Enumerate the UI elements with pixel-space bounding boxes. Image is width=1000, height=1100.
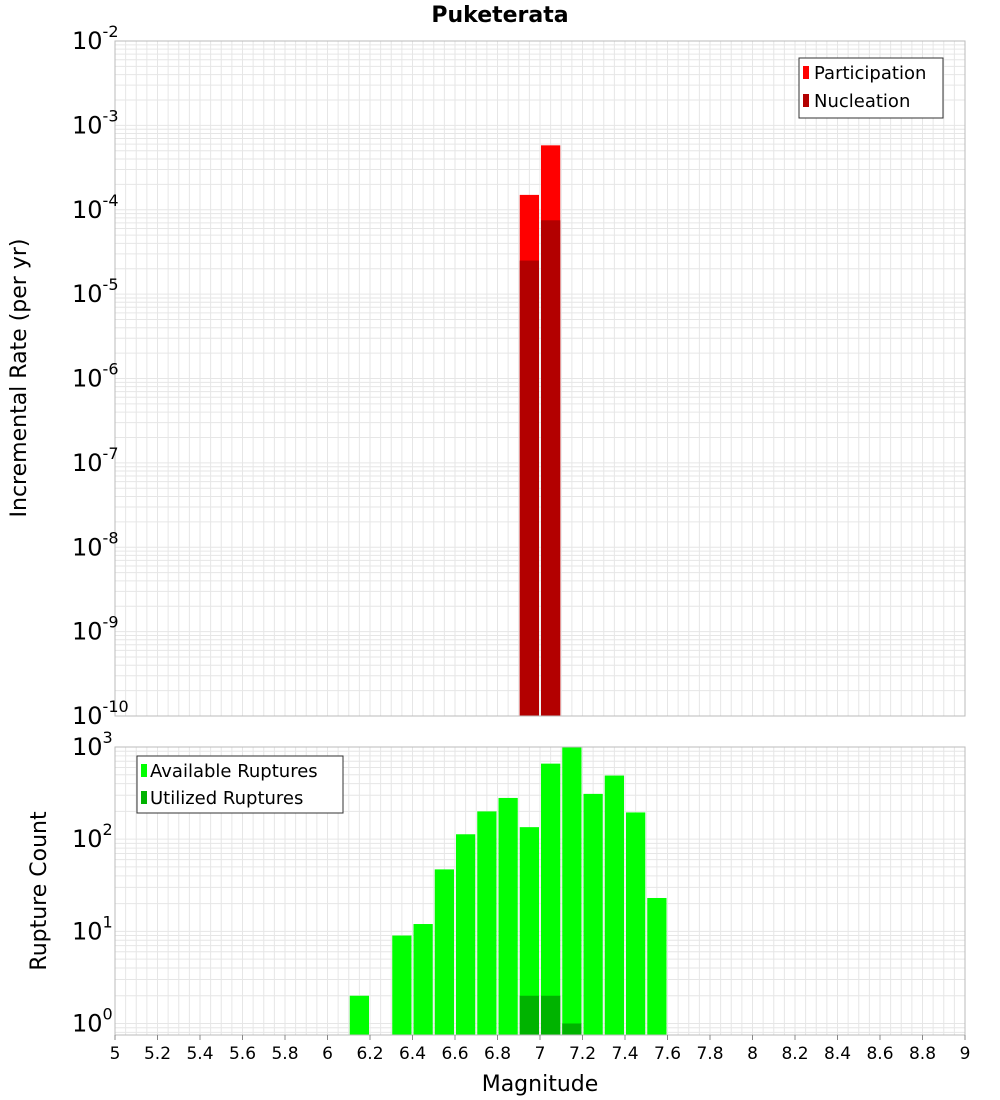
count-legend: Available Ruptures Utilized Ruptures xyxy=(136,755,344,814)
magnitude-x-tick-label: 7.8 xyxy=(696,1044,723,1064)
count-bar-available-ruptures xyxy=(583,793,603,1035)
count-bar-utilized-ruptures xyxy=(562,1023,582,1035)
magnitude-x-tick-label: 8.8 xyxy=(909,1044,936,1064)
participation-legend-swatch xyxy=(803,66,809,79)
magnitude-x-tick-label: 7.6 xyxy=(654,1044,681,1064)
magnitude-x-tick-label: 8.4 xyxy=(824,1044,851,1064)
count-y-tick-label: 102 xyxy=(72,820,113,853)
rate-y-tick-label: 10-4 xyxy=(72,191,119,224)
rate-y-axis-label: Incremental Rate (per yr) xyxy=(7,239,32,518)
magnitude-x-axis-label: Magnitude xyxy=(482,1072,599,1097)
rate-legend-box xyxy=(798,57,944,119)
count-bar-available-ruptures xyxy=(604,775,624,1035)
rate-y-tick-label: 10-8 xyxy=(72,528,119,561)
count-y-axis-label: Rupture Count xyxy=(27,811,52,971)
utilized-legend-label: Utilized Ruptures xyxy=(150,788,303,809)
magnitude-x-tick-label: 7.2 xyxy=(569,1044,596,1064)
rate-y-ticks: 10-2 10-3 10-4 10-5 10-6 10-7 10-8 10-9 10-10 xyxy=(72,22,129,730)
count-y-ticks: 103 102 101 100 xyxy=(72,728,113,1037)
nucleation-legend-label: Nucleation xyxy=(814,91,910,112)
count-bar-available-ruptures xyxy=(626,812,646,1035)
rate-y-tick-label: 10-2 xyxy=(72,22,119,55)
rate-bar-nucleation xyxy=(519,260,539,716)
rate-bar-nucleation xyxy=(541,220,561,717)
count-bar-utilized-ruptures xyxy=(519,995,539,1035)
count-bar-available-ruptures xyxy=(392,935,412,1035)
magnitude-x-tick-label: 7.4 xyxy=(611,1044,638,1064)
count-bar-available-ruptures xyxy=(519,827,539,1035)
count-bars xyxy=(349,747,667,1035)
count-bar-available-ruptures xyxy=(477,811,497,1035)
count-bar-available-ruptures xyxy=(562,747,582,1035)
count-bar-available-ruptures xyxy=(647,897,667,1035)
magnitude-x-tick-label: 5.4 xyxy=(186,1044,213,1064)
rate-y-tick-label: 10-6 xyxy=(72,360,119,393)
magnitude-x-tick-label: 5 xyxy=(110,1044,121,1064)
magnitude-x-tick-label: 7 xyxy=(535,1044,546,1064)
rate-y-tick-label: 10-10 xyxy=(72,697,129,730)
rate-y-tick-label: 10-5 xyxy=(72,275,119,308)
participation-legend-label: Participation xyxy=(814,63,926,84)
count-bar-available-ruptures xyxy=(456,834,476,1035)
magnitude-x-tick-label: 6 xyxy=(322,1044,333,1064)
magnitude-x-tick-label: 5.2 xyxy=(144,1044,171,1064)
count-y-tick-label: 103 xyxy=(72,728,113,761)
magnitude-x-tick-label: 8 xyxy=(747,1044,758,1064)
rate-y-tick-label: 10-3 xyxy=(72,106,119,139)
rate-panel: 10-2 10-3 10-4 10-5 10-6 10-7 10-8 10-9 10-10 In… xyxy=(7,22,966,730)
utilized-legend-swatch xyxy=(141,791,147,804)
magnitude-x-tick-label: 6.8 xyxy=(484,1044,511,1064)
count-bar-available-ruptures xyxy=(349,995,369,1035)
count-bar-available-ruptures xyxy=(434,869,454,1035)
count-bar-available-ruptures xyxy=(498,797,518,1035)
magnitude-x-tick-label: 5.6 xyxy=(229,1044,256,1064)
chart-title: Puketerata xyxy=(431,3,568,28)
magnitude-x-tick-label: 9 xyxy=(960,1044,971,1064)
count-bar-available-ruptures xyxy=(413,924,433,1035)
magnitude-x-ticks: 5 5.2 5.4 5.6 5.8 6 6.2 6.4 6.6 6.8 7 7.2 7.4 7.6 7.8 8… xyxy=(110,1035,971,1064)
count-panel: 103 102 101 100 5 5.2 5.4 5.6 5.8 6 6.2 6.4 6.6 6.8 7… xyxy=(27,728,970,1097)
magnitude-x-tick-label: 8.2 xyxy=(781,1044,808,1064)
nucleation-legend-swatch xyxy=(803,94,809,107)
rate-gridlines xyxy=(114,40,966,717)
available-legend-label: Available Ruptures xyxy=(150,761,318,782)
available-legend-swatch xyxy=(141,764,147,777)
magnitude-x-tick-label: 8.6 xyxy=(866,1044,893,1064)
rate-y-tick-label: 10-7 xyxy=(72,444,119,477)
count-y-tick-label: 101 xyxy=(72,912,113,945)
count-bar-available-ruptures xyxy=(541,763,561,1035)
count-legend-box xyxy=(136,755,344,814)
magnitude-x-tick-label: 6.4 xyxy=(399,1044,426,1064)
rate-legend: Participation Nucleation xyxy=(798,57,944,119)
magnitude-x-tick-label: 5.8 xyxy=(271,1044,298,1064)
magnitude-x-tick-label: 6.2 xyxy=(356,1044,383,1064)
rate-y-tick-label: 10-9 xyxy=(72,613,119,646)
count-bar-utilized-ruptures xyxy=(541,995,561,1035)
rate-bars xyxy=(519,145,561,717)
rate-plot-frame xyxy=(114,40,966,717)
count-y-tick-label: 100 xyxy=(72,1004,113,1037)
magnitude-x-tick-label: 6.6 xyxy=(441,1044,468,1064)
